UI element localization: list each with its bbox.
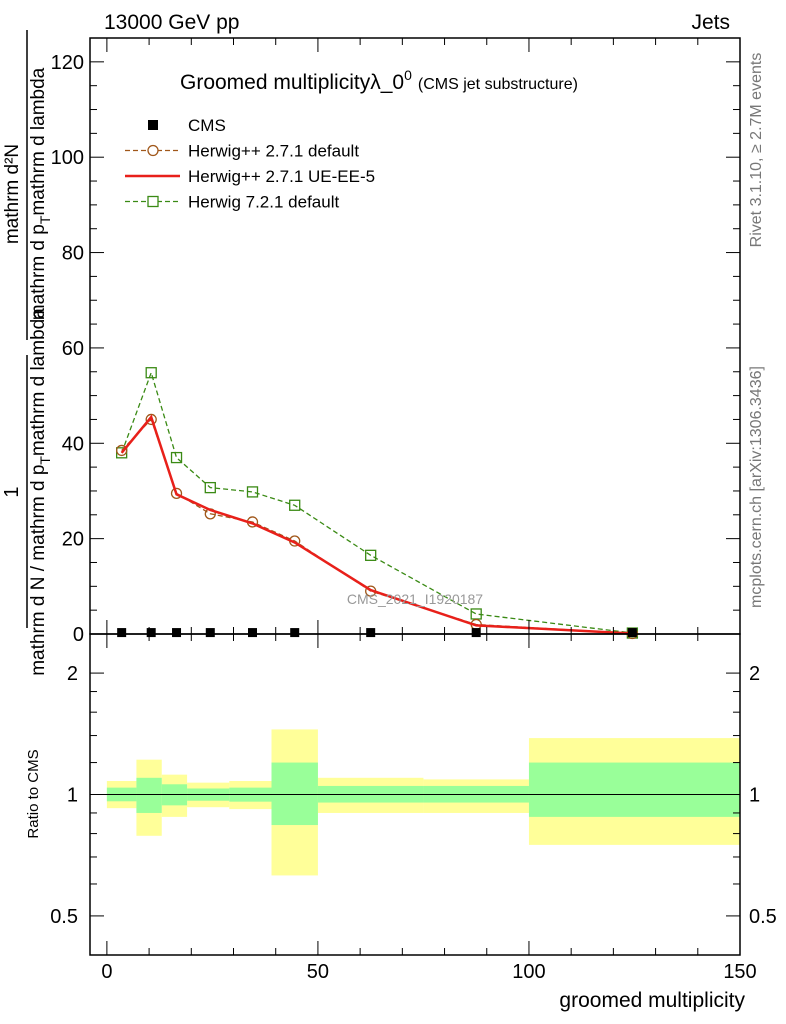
ylabel-main-den: mathrm d pTmathrm d lambda bbox=[28, 67, 53, 320]
main-ytick-label-100: 100 bbox=[51, 147, 84, 169]
ratio-inner-band-8 bbox=[528, 762, 740, 817]
main-ytick-label-120: 120 bbox=[51, 52, 84, 74]
ratio-ytick-label-left-0.5: 0.5 bbox=[50, 906, 78, 928]
ratio-xtick-label-100: 100 bbox=[512, 961, 545, 983]
herwig7-point-6 bbox=[365, 549, 377, 561]
ratio-ytick-label-right-0.5: 0.5 bbox=[749, 906, 777, 928]
header-energy: 13000 GeV pp bbox=[104, 11, 239, 34]
ratio-xtick-label-0: 0 bbox=[101, 961, 112, 983]
legend-label-3: Herwig 7.2.1 default bbox=[188, 193, 339, 212]
cms-point-3 bbox=[205, 628, 215, 638]
ylabel-frac-one: 1 bbox=[1, 486, 23, 497]
analysis-watermark: CMS_2021_I1920187 bbox=[347, 591, 483, 607]
main-ytick-label-20: 20 bbox=[62, 529, 84, 551]
legend-marker-square bbox=[147, 195, 159, 208]
cms-point-8 bbox=[627, 628, 637, 638]
herwig-default-point-1 bbox=[145, 413, 157, 426]
ylabel-frac-den: mathrm d N / mathrm d pTmathrm d lambda bbox=[28, 308, 53, 676]
ratio-ytick-label-right-2: 2 bbox=[749, 663, 760, 685]
cms-point-2 bbox=[172, 628, 182, 638]
main-ytick-label-40: 40 bbox=[62, 433, 84, 455]
ratio-inner-band-5 bbox=[271, 762, 318, 826]
herwig7-point-5 bbox=[289, 499, 301, 511]
main-ytick-label-0: 0 bbox=[73, 624, 84, 646]
side-rivet-label: Rivet 3.1.10, ≥ 2.7M events bbox=[748, 53, 765, 248]
legend: CMS Herwig++ 2.7.1 default Herwig++ 2.7.1 … bbox=[125, 116, 375, 212]
cms-point-0 bbox=[117, 628, 127, 638]
cms-point-7 bbox=[471, 628, 481, 638]
legend-marker-circle bbox=[147, 144, 159, 157]
ratio-xtick-label-50: 50 bbox=[307, 961, 329, 983]
ratio-ytick-label-right-1: 1 bbox=[749, 785, 760, 807]
ratio-ytick-label-left-2: 2 bbox=[67, 663, 78, 685]
cms-point-6 bbox=[366, 628, 376, 638]
ratio-xtick-label-150: 150 bbox=[723, 961, 756, 983]
cms-point-4 bbox=[248, 628, 257, 638]
herwig7-point-1 bbox=[145, 367, 157, 379]
ratio-plot-area: 0 50 100 150 0.5 0.5 1 1 2 2 bbox=[50, 633, 777, 983]
series-line-0 bbox=[121, 370, 633, 634]
header-category: Jets bbox=[691, 11, 730, 34]
main-ytick-label-60: 60 bbox=[62, 338, 84, 360]
herwig-default-point-2 bbox=[170, 487, 183, 499]
herwig-default-point-0 bbox=[116, 444, 128, 457]
ratio-xlabel: groomed multiplicity bbox=[559, 989, 745, 1012]
ratio-inner-band-1 bbox=[136, 777, 162, 813]
ratio-ylabel: Ratio to CMS bbox=[25, 749, 42, 838]
legend-label-2: Herwig++ 2.7.1 UE-EE-5 bbox=[188, 167, 375, 186]
main-ylabel: 1 mathrm d N / mathrm d pTmathrm d lambd… bbox=[1, 30, 53, 676]
main-ytick-label-80: 80 bbox=[62, 243, 84, 265]
herwig7-point-3 bbox=[204, 481, 216, 494]
legend-label-1: Herwig++ 2.7.1 default bbox=[188, 142, 359, 161]
cms-point-5 bbox=[290, 628, 300, 638]
legend-label-0: CMS bbox=[188, 116, 226, 135]
cms-point-1 bbox=[146, 628, 156, 638]
ylabel-num: mathrm d²N bbox=[2, 144, 23, 244]
series-line-2 bbox=[120, 414, 633, 635]
plot-title: Groomed multiplicityλ_00(CMS jet substru… bbox=[180, 67, 578, 94]
herwig7-point-2 bbox=[170, 451, 183, 464]
ratio-ytick-label-left-1: 1 bbox=[67, 785, 78, 807]
legend-marker-cms bbox=[148, 120, 158, 130]
side-mcplots-label: mcplots.cern.ch [arXiv:1306.3436] bbox=[748, 366, 765, 608]
herwig7-point-4 bbox=[246, 486, 259, 498]
